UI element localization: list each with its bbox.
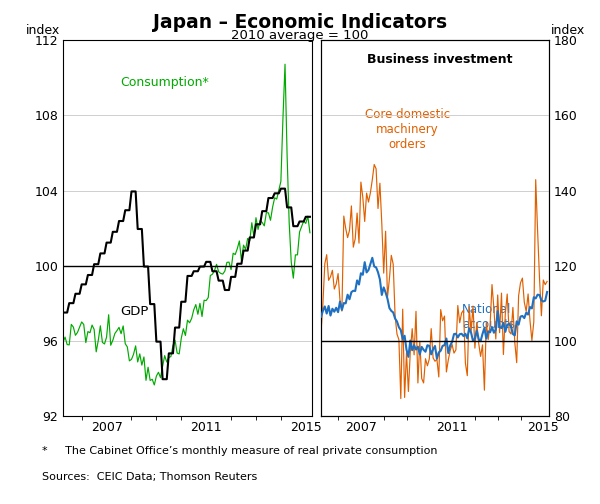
Text: Consumption*: Consumption* (121, 76, 209, 89)
Text: *     The Cabinet Office’s monthly measure of real private consumption: * The Cabinet Office’s monthly measure o… (42, 446, 437, 456)
Text: Core domestic
machinery
orders: Core domestic machinery orders (365, 108, 450, 151)
Text: Business investment: Business investment (367, 53, 512, 67)
Text: index: index (551, 24, 586, 37)
Text: GDP: GDP (120, 305, 148, 318)
Text: National
accounts: National accounts (463, 303, 515, 331)
Text: index: index (26, 24, 61, 37)
Text: 2010 average = 100: 2010 average = 100 (232, 29, 368, 42)
Text: Japan – Economic Indicators: Japan – Economic Indicators (153, 13, 447, 32)
Text: Sources:  CEIC Data; Thomson Reuters: Sources: CEIC Data; Thomson Reuters (42, 472, 257, 482)
